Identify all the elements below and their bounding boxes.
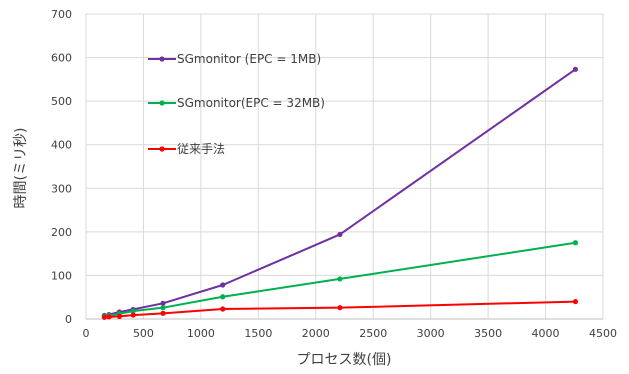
legend-label: 従来手法 [177, 142, 225, 156]
legend-marker [159, 146, 165, 152]
legend-label: SGmonitor (EPC = 1MB) [177, 52, 321, 66]
y-tick-label: 600 [51, 52, 72, 65]
data-point [572, 298, 579, 305]
series-group [101, 66, 579, 320]
data-point [160, 310, 166, 316]
y-axis-ticks: 0 100 200 300 400 500 600 700 [51, 8, 72, 326]
data-point [337, 305, 343, 311]
legend-marker [159, 100, 165, 106]
x-tick-label: 1000 [187, 327, 215, 340]
x-tick-label: 500 [133, 327, 154, 340]
data-point [160, 300, 166, 306]
data-point [572, 240, 579, 246]
data-point [116, 313, 122, 319]
legend: SGmonitor (EPC = 1MB) SGmonitor(EPC = 32M… [148, 52, 325, 156]
x-axis-label: プロセス数(個) [297, 352, 392, 368]
y-axis-label: 時間(ミリ秒) [13, 128, 29, 209]
series-3 [101, 298, 579, 320]
data-point [106, 314, 112, 320]
data-point [160, 305, 166, 311]
grid-lines [85, 13, 604, 320]
data-point [130, 312, 136, 318]
x-tick-label: 3500 [474, 327, 502, 340]
legend-item-1: SGmonitor (EPC = 1MB) [148, 52, 321, 66]
data-point [337, 231, 343, 238]
data-point [572, 66, 579, 72]
x-tick-label: 0 [83, 327, 90, 340]
x-tick-label: 2500 [359, 327, 387, 340]
y-tick-label: 500 [51, 95, 72, 108]
y-tick-label: 300 [51, 182, 72, 195]
y-tick-label: 0 [65, 313, 72, 326]
data-point [337, 276, 343, 282]
y-tick-label: 200 [51, 226, 72, 239]
x-tick-label: 4500 [589, 327, 617, 340]
data-point [101, 314, 107, 320]
x-axis-ticks: 0 500 1000 1500 2000 2500 3000 3500 4000 4500 [83, 327, 618, 340]
legend-label: SGmonitor(EPC = 32MB) [177, 96, 325, 110]
legend-item-3: 従来手法 [148, 142, 225, 156]
data-point [220, 306, 226, 312]
data-point [220, 294, 226, 300]
x-tick-label: 2000 [302, 327, 330, 340]
data-point [220, 282, 226, 288]
x-tick-label: 4000 [532, 327, 560, 340]
y-tick-label: 700 [51, 8, 72, 21]
y-tick-label: 400 [51, 139, 72, 152]
legend-marker [159, 56, 165, 62]
x-tick-label: 1500 [244, 327, 272, 340]
legend-item-2: SGmonitor(EPC = 32MB) [148, 96, 325, 110]
data-point [130, 308, 136, 314]
y-tick-label: 100 [51, 269, 72, 282]
x-tick-label: 3000 [417, 327, 445, 340]
